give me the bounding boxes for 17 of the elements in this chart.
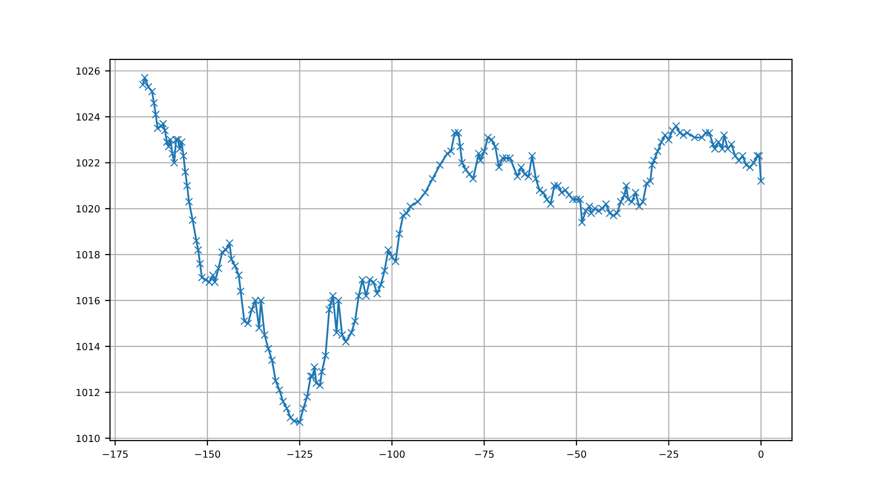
y-tick-label: 1022 bbox=[76, 159, 100, 167]
y-tick-label: 1016 bbox=[76, 296, 100, 304]
x-tick-label: −75 bbox=[474, 450, 494, 458]
x-tick-label: −50 bbox=[567, 450, 586, 458]
x-tick-label: −125 bbox=[287, 450, 312, 458]
y-tick-label: 1024 bbox=[76, 113, 100, 121]
y-tick-label: 1014 bbox=[76, 342, 100, 350]
x-tick-label: −100 bbox=[380, 450, 405, 458]
y-tick-label: 1018 bbox=[76, 251, 100, 258]
y-tick-label: 1012 bbox=[76, 388, 100, 396]
x-tick-label: −25 bbox=[660, 450, 678, 458]
y-tick-label: 1020 bbox=[76, 205, 100, 212]
x-tick-label: −175 bbox=[102, 450, 128, 458]
y-tick-label: 1026 bbox=[76, 67, 100, 75]
x-tick-label: 0 bbox=[758, 450, 764, 458]
y-tick-label: 1010 bbox=[76, 434, 100, 442]
x-tick-label: −150 bbox=[195, 450, 220, 458]
